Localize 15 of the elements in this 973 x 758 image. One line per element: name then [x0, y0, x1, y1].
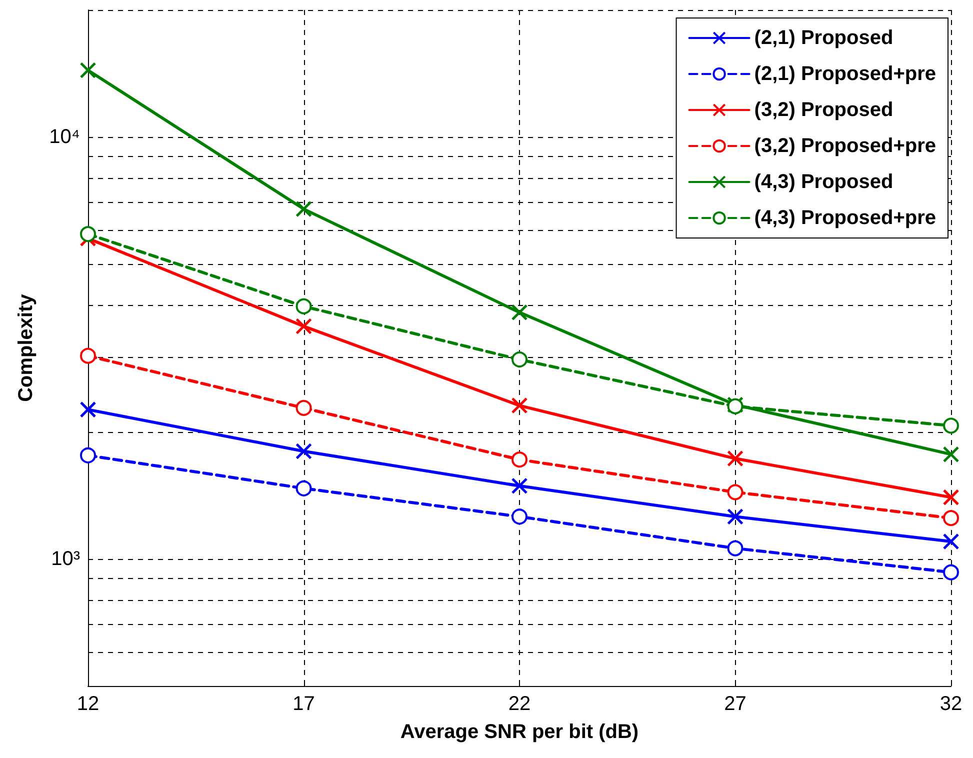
legend-label: (3,2) Proposed+pre — [754, 135, 936, 157]
x-tick-label: 12 — [76, 693, 100, 715]
legend-label: (4,3) Proposed+pre — [754, 207, 936, 229]
x-tick-label: 22 — [508, 693, 531, 715]
y-tick-label: 10³ — [51, 548, 80, 570]
x-tick-label: 17 — [292, 693, 315, 715]
x-axis-title: Average SNR per bit (dB) — [400, 721, 639, 743]
x-tick-label: 27 — [724, 693, 746, 715]
y-axis-title: Complexity — [15, 293, 37, 402]
legend-label: (2,1) Proposed+pre — [754, 63, 936, 85]
x-tick-label: 32 — [940, 693, 962, 715]
legend-label: (3,2) Proposed — [754, 99, 894, 121]
y-tick-label: 10⁴ — [49, 126, 80, 148]
legend-label: (2,1) Proposed — [754, 27, 894, 49]
legend-label: (4,3) Proposed — [754, 171, 894, 193]
